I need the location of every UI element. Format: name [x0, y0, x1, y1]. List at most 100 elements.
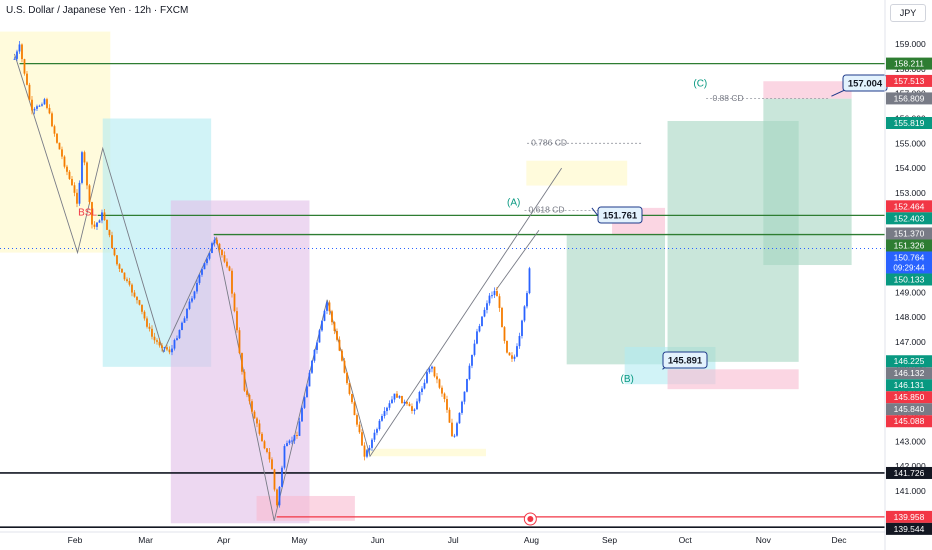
candle-body [191, 298, 193, 302]
time-tick-label: Dec [831, 535, 847, 545]
callouts-layer: 151.761 145.891 157.004 [591, 74, 888, 370]
candle-body [511, 355, 513, 359]
candle-body [218, 243, 221, 250]
time-tick-label: May [291, 535, 308, 545]
time-tick-label: Jun [371, 535, 385, 545]
candle-body [243, 371, 246, 391]
chart-annotation: BSL [78, 208, 97, 219]
candle-body [183, 318, 186, 323]
callout-box [662, 351, 708, 369]
candle-body [446, 399, 448, 410]
candle-body [251, 401, 253, 412]
candle-body [346, 372, 348, 384]
candle-body [371, 439, 373, 448]
candle-body [488, 295, 491, 304]
candles-layer [13, 40, 531, 508]
candle-body [513, 356, 516, 359]
candle-body [518, 335, 521, 347]
price-tag-label: 151.370 [894, 228, 925, 238]
candle-body [156, 340, 158, 342]
candle-body [363, 445, 366, 457]
zone-box [364, 448, 486, 457]
candle-body [443, 393, 446, 400]
candle-body [16, 51, 18, 59]
price-tag [886, 522, 932, 535]
candle-body [401, 395, 403, 404]
candle-body [256, 418, 258, 424]
candle-body [268, 451, 271, 460]
price-axis[interactable]: 141.000142.000143.000144.000145.000146.0… [884, 0, 932, 550]
price-tag [886, 227, 932, 240]
candle-body [158, 341, 161, 346]
candle-body [496, 290, 498, 297]
candle-body [58, 142, 61, 150]
time-tick-label: Aug [524, 535, 539, 545]
candle-body [63, 156, 66, 167]
candle-body [368, 447, 371, 451]
candle-body [333, 322, 336, 332]
candle-body [286, 443, 288, 447]
candle-body [88, 185, 91, 203]
candle-body [351, 393, 353, 403]
candle-body [198, 274, 201, 283]
candle-body [188, 301, 191, 309]
candle-body [53, 126, 56, 134]
price-tick-label: 143.000 [895, 436, 926, 446]
candle-body [386, 407, 388, 412]
price-tag [886, 92, 932, 105]
candle-body [71, 178, 73, 186]
candle-body [91, 202, 93, 225]
candle-body [453, 435, 456, 437]
price-tag [886, 74, 932, 87]
time-axis[interactable]: Feb Mar Apr May Jun Jul Aug Sep Oct Nov Dec [0, 531, 885, 545]
price-tag-label: 146.132 [894, 368, 925, 378]
candle-body [133, 292, 136, 297]
candle-body [393, 393, 396, 400]
candle-body [38, 105, 41, 107]
candle-body [406, 401, 408, 404]
price-tag [886, 403, 932, 416]
candle-body [291, 440, 293, 442]
candle-body [338, 339, 341, 351]
candle-body [56, 133, 58, 143]
candle-body [476, 331, 478, 344]
time-tick-label: Apr [217, 535, 230, 545]
time-tick-label: Nov [756, 535, 772, 545]
zone-box [763, 98, 852, 266]
zone-box [526, 160, 628, 186]
candle-body [123, 272, 126, 280]
candle-body [501, 307, 503, 328]
candle-body [81, 152, 83, 183]
candle-body [126, 279, 128, 281]
currency-button[interactable]: JPY [890, 4, 926, 22]
time-tick-label: Feb [68, 535, 83, 545]
candle-body [31, 99, 33, 111]
price-tick-label: 147.000 [895, 337, 926, 347]
candle-body [86, 162, 88, 186]
candle-body [508, 352, 511, 356]
candle-body [281, 467, 283, 487]
candle-body [266, 448, 268, 452]
price-tag-label: 150.764 [894, 252, 925, 262]
candle-body [458, 412, 461, 424]
price-tag [886, 391, 932, 404]
candle-body [301, 407, 303, 422]
candle-body [473, 343, 476, 355]
candle-body [41, 104, 43, 106]
candle-body [118, 264, 121, 269]
candle-body [13, 58, 16, 60]
candle-body [108, 229, 111, 236]
candle-body [273, 469, 276, 490]
candle-body [76, 192, 78, 204]
candle-body [468, 365, 471, 380]
candle-body [238, 330, 241, 354]
candle-body [431, 366, 433, 369]
candle-body [203, 263, 206, 270]
candle-body [461, 401, 463, 413]
candle-body [18, 44, 21, 52]
candle-body [128, 280, 131, 285]
candle-body [181, 322, 183, 331]
price-tag-label: 158.211 [894, 59, 924, 69]
candle-body [168, 349, 171, 353]
